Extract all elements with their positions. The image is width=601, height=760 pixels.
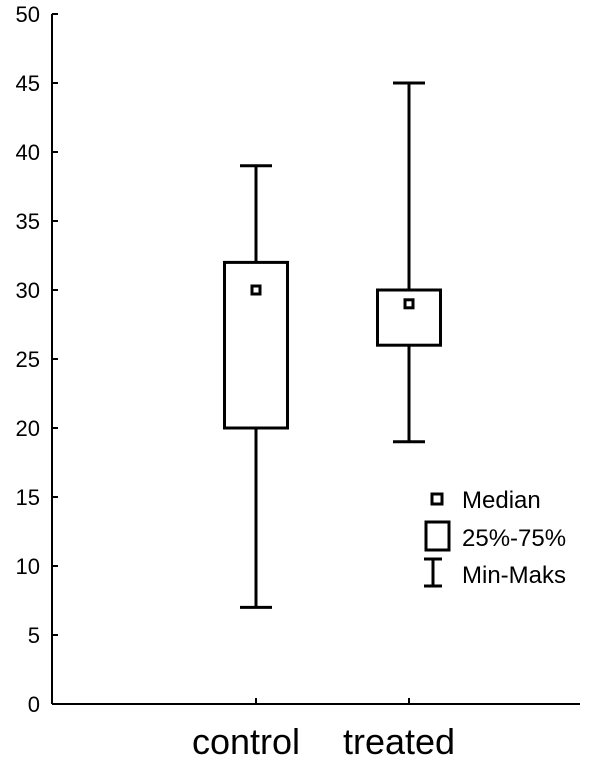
legend-median-label: Median xyxy=(462,487,541,514)
legend-box-icon xyxy=(424,520,451,552)
x-tick-label: treated xyxy=(343,721,455,760)
x-tick-label: control xyxy=(192,721,300,760)
y-tick-label: 30 xyxy=(16,278,40,303)
box-treated xyxy=(376,81,442,444)
legend-whisker-icon xyxy=(424,557,442,588)
y-tick-label: 50 xyxy=(16,2,40,27)
y-tick-label: 15 xyxy=(16,485,40,510)
y-tick-label: 40 xyxy=(16,140,40,165)
box-plot-series xyxy=(223,81,442,609)
legend: Median 25%-75% Min-Maks xyxy=(424,487,566,589)
y-tick-label: 35 xyxy=(16,209,40,234)
y-tick-label: 10 xyxy=(16,554,40,579)
y-tick-label: 25 xyxy=(16,347,40,372)
y-tick-label: 0 xyxy=(28,692,40,717)
median-marker xyxy=(250,284,262,296)
y-tick-label: 5 xyxy=(28,623,40,648)
y-tick-label: 45 xyxy=(16,71,40,96)
y-tick-label: 20 xyxy=(16,416,40,441)
legend-whisker-label: Min-Maks xyxy=(462,562,566,589)
axes: 0 5 10 15 20 25 30 35 40 45 50 control treated xyxy=(16,2,580,760)
iqr-box xyxy=(376,288,442,347)
legend-box-label: 25%-75% xyxy=(462,525,566,552)
legend-median-marker-icon xyxy=(430,492,444,506)
box-control xyxy=(223,164,289,609)
median-marker xyxy=(403,298,415,310)
